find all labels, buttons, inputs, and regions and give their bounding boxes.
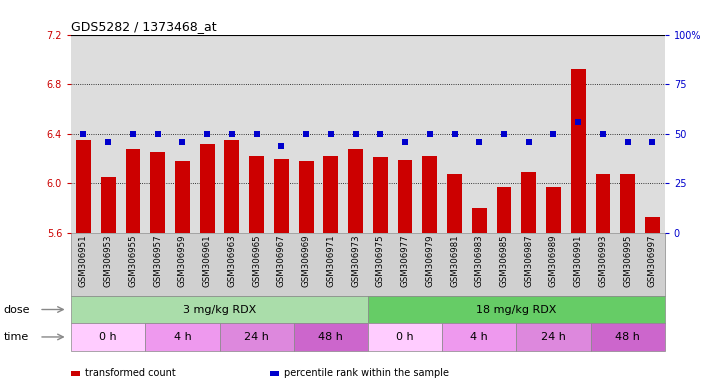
Point	[547, 131, 559, 137]
Point	[301, 131, 312, 137]
Point	[424, 131, 435, 137]
Bar	[274, 159, 289, 233]
Bar	[126, 149, 140, 233]
Bar	[225, 140, 240, 233]
Point	[400, 139, 411, 145]
Text: 4 h: 4 h	[471, 332, 488, 342]
Bar	[472, 208, 486, 233]
Point	[523, 139, 535, 145]
Point	[449, 131, 460, 137]
Bar	[348, 149, 363, 233]
Point	[597, 131, 609, 137]
Point	[102, 139, 114, 145]
Bar	[175, 161, 190, 233]
Text: 48 h: 48 h	[615, 332, 640, 342]
Bar	[200, 144, 215, 233]
Point	[127, 131, 139, 137]
Point	[325, 131, 336, 137]
Text: 0 h: 0 h	[100, 332, 117, 342]
Point	[77, 131, 89, 137]
Bar	[299, 161, 314, 233]
Point	[152, 131, 164, 137]
Bar	[571, 69, 586, 233]
Bar	[447, 174, 462, 233]
Bar	[596, 174, 610, 233]
Point	[474, 139, 485, 145]
Point	[276, 143, 287, 149]
Point	[498, 131, 510, 137]
Text: 24 h: 24 h	[244, 332, 269, 342]
Text: percentile rank within the sample: percentile rank within the sample	[284, 368, 449, 378]
Bar	[324, 156, 338, 233]
Text: GDS5282 / 1373468_at: GDS5282 / 1373468_at	[71, 20, 217, 33]
Text: transformed count: transformed count	[85, 368, 176, 378]
Bar	[546, 187, 561, 233]
Text: dose: dose	[4, 305, 30, 314]
Point	[201, 131, 213, 137]
Point	[647, 139, 658, 145]
Text: 0 h: 0 h	[396, 332, 414, 342]
Bar	[373, 157, 387, 233]
Bar	[422, 156, 437, 233]
Bar	[76, 140, 91, 233]
Text: 18 mg/kg RDX: 18 mg/kg RDX	[476, 305, 557, 314]
Text: 48 h: 48 h	[319, 332, 343, 342]
Bar	[250, 156, 264, 233]
Bar	[521, 172, 536, 233]
Bar	[496, 187, 511, 233]
Bar	[645, 217, 660, 233]
Text: time: time	[4, 332, 29, 342]
Point	[375, 131, 386, 137]
Point	[572, 119, 584, 125]
Point	[622, 139, 634, 145]
Point	[350, 131, 361, 137]
Point	[177, 139, 188, 145]
Bar	[150, 152, 165, 233]
Bar	[620, 174, 635, 233]
Point	[226, 131, 237, 137]
Text: 3 mg/kg RDX: 3 mg/kg RDX	[183, 305, 256, 314]
Text: 4 h: 4 h	[173, 332, 191, 342]
Text: 24 h: 24 h	[541, 332, 566, 342]
Point	[251, 131, 262, 137]
Bar	[101, 177, 116, 233]
Bar	[397, 160, 412, 233]
